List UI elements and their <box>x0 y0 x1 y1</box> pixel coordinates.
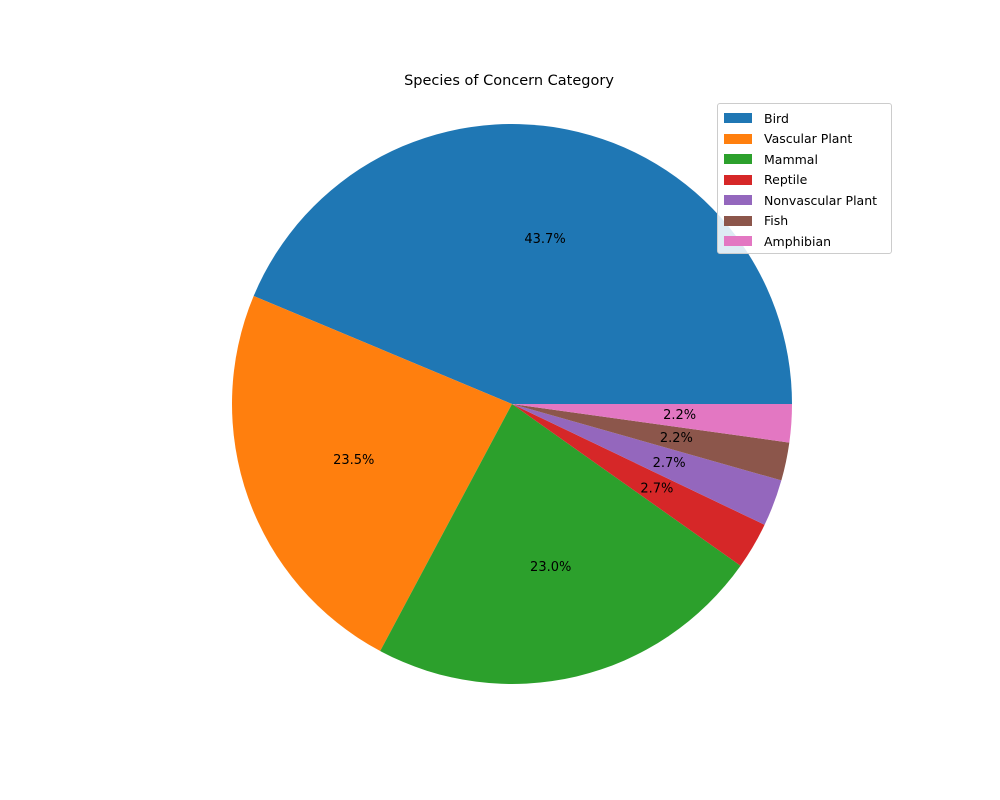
legend-label: Fish <box>764 213 789 229</box>
legend-swatch <box>724 215 752 226</box>
pie-slice-vascular-plant <box>232 296 512 652</box>
legend-item-mammal: Mammal <box>724 149 891 170</box>
legend-swatch <box>724 113 752 124</box>
legend-label: Reptile <box>764 172 808 188</box>
pie-slice-mammal <box>380 404 741 685</box>
pie-slice-nonvascular-plant <box>512 404 782 525</box>
legend-swatch <box>724 154 752 165</box>
pie-label-reptile: 2.7% <box>640 482 673 497</box>
legend-label: Mammal <box>764 151 818 167</box>
legend-swatch <box>724 236 752 247</box>
pie-labels: 43.7% 23.5% 23.0% 2.7% 2.7% 2.2% 2.2% <box>333 232 696 575</box>
legend-label: Amphibian <box>764 233 832 249</box>
legend-label: Bird <box>764 110 789 126</box>
pie-slice-fish <box>512 404 790 481</box>
legend-item-fish: Fish <box>724 211 891 232</box>
pie-label-nonvascular-plant: 2.7% <box>653 456 686 471</box>
legend-label: Nonvascular Plant <box>764 192 878 208</box>
pie-slice-bird <box>253 123 793 405</box>
pie-label-fish: 2.2% <box>660 431 693 446</box>
legend-item-bird: Bird <box>724 108 891 129</box>
legend-item-nonvascular-plant: Nonvascular Plant <box>724 190 891 211</box>
legend-item-vascular-plant: Vascular Plant <box>724 129 891 150</box>
pie-slice-reptile <box>512 404 765 566</box>
legend-item-reptile: Reptile <box>724 170 891 191</box>
legend-label: Vascular Plant <box>764 131 853 147</box>
pie-label-vascular-plant: 23.5% <box>333 453 374 468</box>
pie-label-mammal: 23.0% <box>530 560 571 575</box>
pie-slice-amphibian <box>512 404 793 443</box>
pie-label-bird: 43.7% <box>524 232 565 247</box>
legend: Bird Vascular Plant Mammal Reptile Nonvascul… <box>717 103 892 254</box>
pie-slices <box>232 123 793 685</box>
legend-swatch <box>724 195 752 206</box>
chart-title: Species of Concern Category <box>404 73 614 89</box>
legend-swatch <box>724 174 752 185</box>
pie-label-amphibian: 2.2% <box>663 408 696 423</box>
legend-swatch <box>724 133 752 144</box>
legend-item-amphibian: Amphibian <box>724 231 891 252</box>
